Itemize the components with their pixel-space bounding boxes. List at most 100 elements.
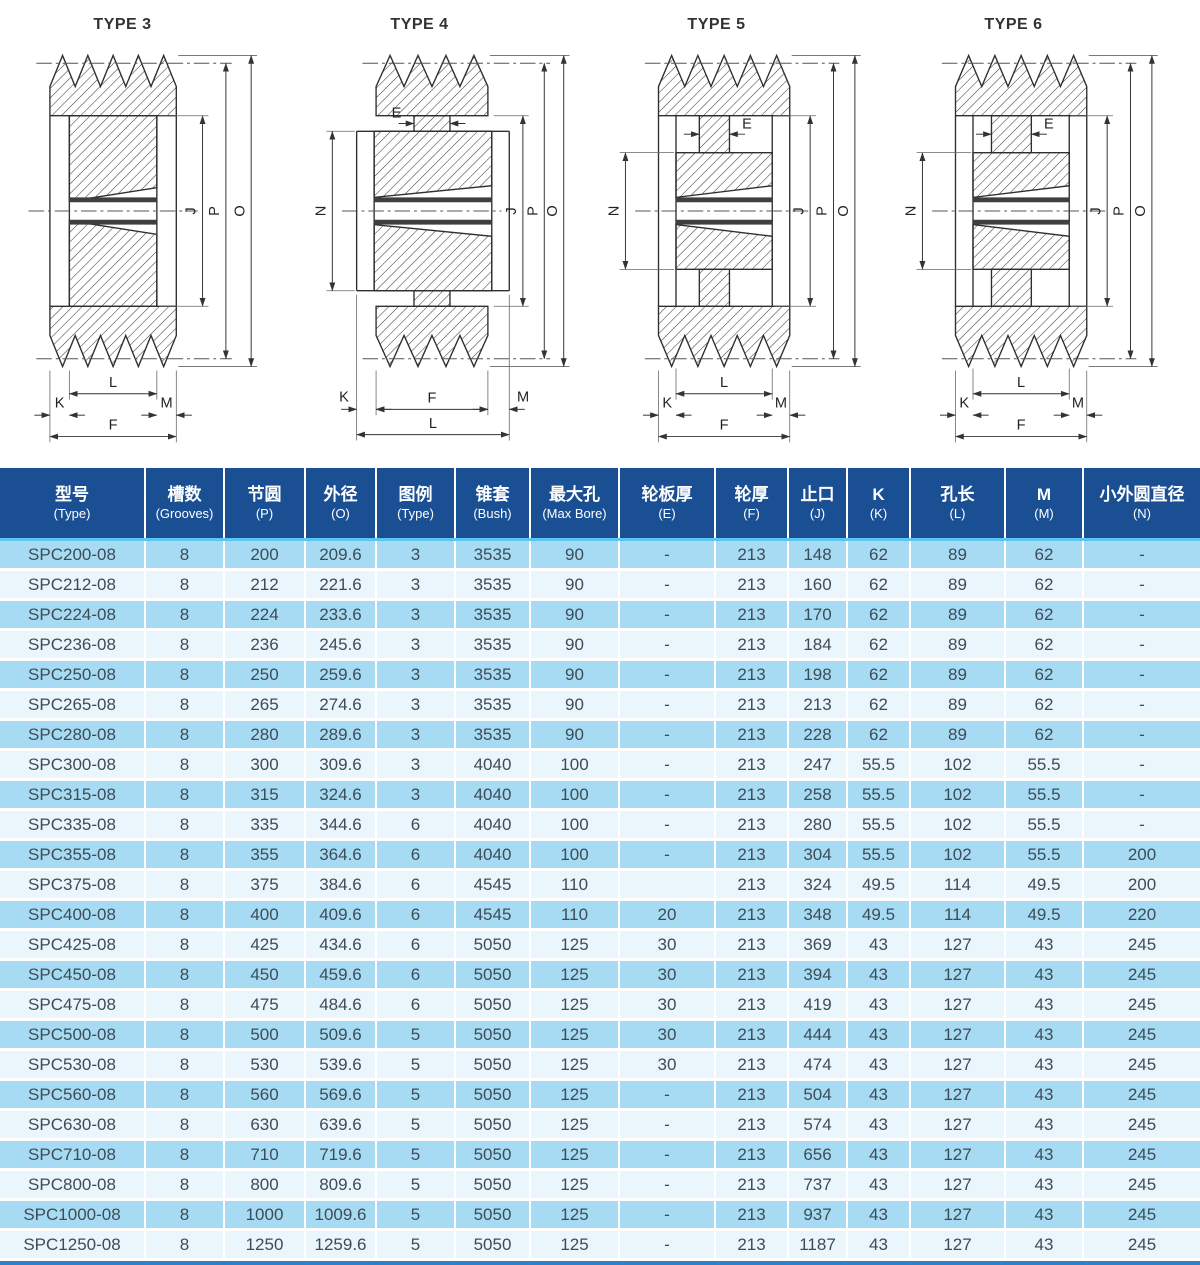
table-cell: 8 — [145, 839, 225, 871]
table-cell: 484.6 — [305, 989, 377, 1021]
table-cell: 213 — [715, 929, 789, 961]
table-row: SPC530-08 8 530 539.6 5 5050 125 30 213 474 43 127 4… — [0, 1049, 1200, 1081]
table-cell: SPC560-08 — [0, 1079, 146, 1111]
table-cell: 213 — [715, 659, 789, 691]
table-cell: 43 — [847, 1169, 911, 1201]
dim-label-n: N — [314, 206, 330, 217]
table-cell: 304 — [788, 839, 848, 871]
column-header-zh: 轮板厚 — [641, 485, 693, 504]
table-cell: 245 — [1083, 959, 1200, 991]
table-cell: 5050 — [455, 1079, 531, 1111]
table-cell: 8 — [145, 989, 225, 1021]
table-cell: 43 — [847, 1019, 911, 1051]
column-header-en: (P) — [255, 506, 274, 521]
table-cell: 5050 — [455, 1199, 531, 1231]
column-header-en: (Grooves) — [155, 506, 214, 521]
table-cell: 43 — [1005, 1169, 1084, 1201]
column-header-0: 型号 (Type) — [0, 468, 146, 541]
table-cell: 8 — [145, 569, 225, 601]
table-cell: 245.6 — [305, 629, 377, 661]
table-cell: 434.6 — [305, 929, 377, 961]
table-cell: - — [619, 719, 716, 751]
table-cell: 110 — [530, 899, 620, 931]
table-cell: 1259.6 — [305, 1229, 377, 1261]
table-cell: 450 — [224, 959, 306, 991]
table-cell: 5050 — [455, 1139, 531, 1171]
table-cell: 43 — [1005, 1139, 1084, 1171]
table-cell: 43 — [1005, 1229, 1084, 1261]
table-cell: 30 — [619, 929, 716, 961]
table-cell: 213 — [715, 1049, 789, 1081]
table-cell: 937 — [788, 1199, 848, 1231]
column-header-en: (Type) — [53, 506, 91, 521]
pulley-drawing-group: E J P O N L K M F — [904, 53, 1158, 443]
dim-label-k: K — [55, 395, 65, 411]
table-cell: 127 — [910, 929, 1006, 961]
table-cell: 62 — [1005, 569, 1084, 601]
table-cell: 89 — [910, 689, 1006, 721]
table-cell: 43 — [847, 1229, 911, 1261]
pulley-drawing-group: E J P O N K M F L — [314, 53, 570, 441]
table-cell: - — [1083, 629, 1200, 661]
table-cell: 224 — [224, 599, 306, 631]
table-cell: 8 — [145, 1169, 225, 1201]
table-cell: 8 — [145, 869, 225, 901]
table-cell: 30 — [619, 1049, 716, 1081]
column-header-zh: 锥套 — [475, 485, 510, 504]
table-cell: 6 — [376, 899, 456, 931]
diagram-title: TYPE 5 — [687, 16, 746, 33]
column-header-zh: 型号 — [55, 485, 89, 504]
dim-label-o: O — [232, 205, 248, 216]
table-cell: 265 — [224, 689, 306, 721]
column-header-4: 图例 (Type) — [376, 468, 456, 541]
pulley-drawing: E J P O N L K M F — [607, 53, 861, 443]
table-cell: 62 — [1005, 719, 1084, 751]
table-row: SPC280-08 8 280 289.6 3 3535 90-213 228 62 89 62- — [0, 719, 1200, 751]
table-cell: 5050 — [455, 929, 531, 961]
dim-label-f: F — [109, 418, 118, 434]
table-cell: 55.5 — [1005, 749, 1084, 781]
table-row: SPC500-08 8 500 509.6 5 5050 125 30 213 444 43 127 4… — [0, 1019, 1200, 1051]
table-cell: 43 — [847, 1139, 911, 1171]
dim-label-l: L — [1017, 375, 1025, 391]
table-cell: 274.6 — [305, 689, 377, 721]
table-cell: 89 — [910, 539, 1006, 571]
table-cell: 315 — [224, 779, 306, 811]
table-cell: 62 — [847, 659, 911, 691]
table-cell: 30 — [619, 1019, 716, 1051]
table-cell: 3 — [376, 779, 456, 811]
dim-label-j: J — [1088, 207, 1104, 214]
table-cell: - — [1083, 719, 1200, 751]
table-row: SPC375-08 8 375 384.6 6 4545 110 213 324 49.5 114 4… — [0, 869, 1200, 901]
table-row: SPC250-08 8 250 259.6 3 3535 90-213 198 62 89 62- — [0, 659, 1200, 691]
table-row: SPC200-08 8 200 209.6 3 3535 90-213 148 62 89 62- — [0, 539, 1200, 571]
table-row: SPC560-08 8 560 569.6 5 5050 125-213 504 43 127 43… — [0, 1079, 1200, 1111]
table-cell: 49.5 — [847, 899, 911, 931]
table-cell: 100 — [530, 809, 620, 841]
table-cell: 90 — [530, 659, 620, 691]
table-cell: 213 — [715, 779, 789, 811]
table-cell: 630 — [224, 1109, 306, 1141]
table-cell: 125 — [530, 959, 620, 991]
table-cell: 344.6 — [305, 809, 377, 841]
table-cell: 3 — [376, 689, 456, 721]
table-cell: 90 — [530, 629, 620, 661]
table-cell: 213 — [715, 629, 789, 661]
table-cell: 114 — [910, 869, 1006, 901]
dim-label-l: L — [720, 375, 728, 391]
table-cell: 43 — [847, 1199, 911, 1231]
table-cell: 55.5 — [1005, 809, 1084, 841]
table-cell: SPC236-08 — [0, 629, 146, 661]
table-cell: 127 — [910, 1199, 1006, 1231]
dim-label-n: N — [607, 206, 623, 217]
column-header-7: 轮板厚 (E) — [619, 468, 716, 541]
column-header-en: (Type) — [397, 506, 434, 521]
pulley-diagram-type-4: TYPE 4 E J P O N K M F L — [303, 0, 600, 468]
pulley-drawing: J P O L K M F — [28, 53, 257, 443]
table-cell: - — [619, 1139, 716, 1171]
table-cell: 3535 — [455, 719, 531, 751]
table-row: SPC800-08 8 800 809.6 5 5050 125-213 737 43 127 43… — [0, 1169, 1200, 1201]
table-cell: - — [619, 689, 716, 721]
table-cell: SPC500-08 — [0, 1019, 146, 1051]
table-cell: 3 — [376, 659, 456, 691]
